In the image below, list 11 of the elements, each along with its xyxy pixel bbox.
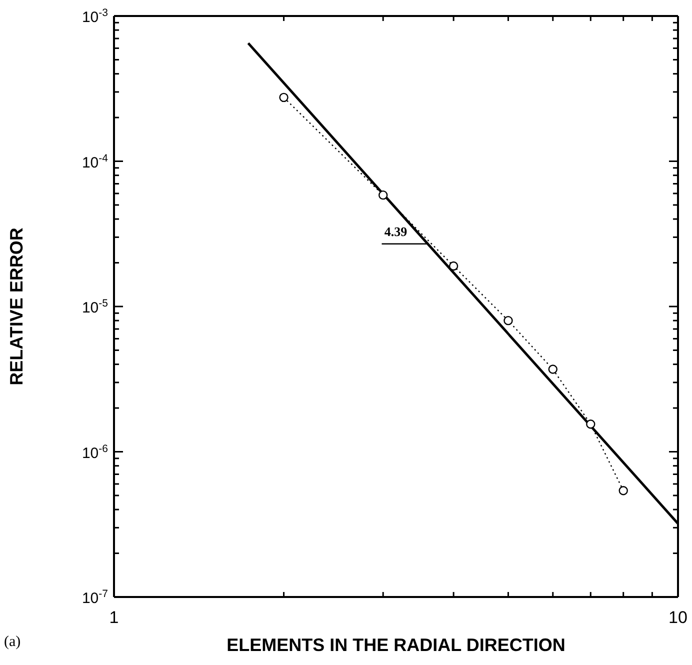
y-tick-label: 10$^{-5}$	[82, 298, 108, 316]
y-tick-label: 10$^{-3}$	[82, 7, 108, 26]
y-tick-label: 10$^{-4}$	[82, 152, 108, 172]
y-tick-label: 10$^{-7}$	[82, 588, 108, 607]
annotation: 4.39	[384, 224, 408, 239]
x-tick-label: 1	[109, 608, 119, 627]
y-tick-label: 10$^{-6}$	[82, 442, 108, 462]
x-tick-label: 10	[668, 608, 688, 627]
x-axis-title: ELEMENTS IN THE RADIAL DIRECTION	[226, 635, 566, 655]
text: (a)	[4, 634, 21, 650]
y-axis-title: RELATIVE ERROR	[6, 228, 26, 386]
